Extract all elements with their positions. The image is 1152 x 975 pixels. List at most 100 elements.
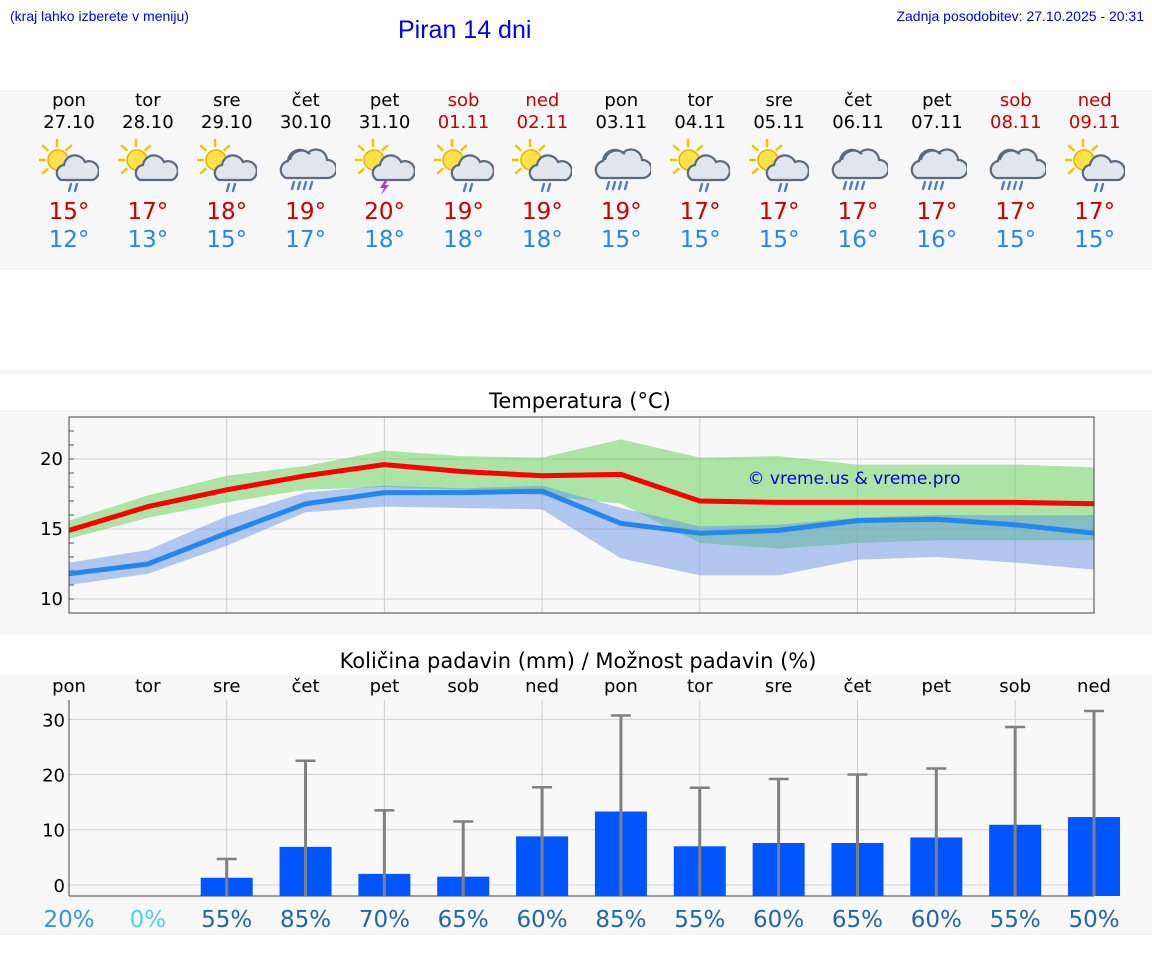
day-name: pet (369, 90, 400, 111)
rain-icon (842, 180, 866, 191)
rain-icon (67, 182, 79, 193)
sun-cloud-rain-icon (661, 138, 739, 198)
precip-day-label: pon (52, 676, 86, 697)
min-temp: 15° (758, 227, 800, 253)
precipitation-chart: Količina padavin (mm) / Možnost padavin … (0, 649, 1152, 933)
min-temp: 15° (995, 227, 1037, 253)
precip-probability-label: 0% (130, 907, 167, 933)
precip-probability-label: 60% (911, 907, 962, 933)
precip-day-label: pon (604, 676, 638, 697)
day-name: ned (525, 90, 560, 111)
precip-chart-title: Količina padavin (mm) / Možnost padavin … (340, 649, 817, 673)
day-date: 27.10 (43, 112, 95, 133)
cloud-icon (686, 154, 732, 182)
day-name: pet (922, 90, 952, 111)
temp-plot-frame (68, 416, 1095, 614)
precip-day-label: sob (999, 676, 1031, 697)
day-name: sob (999, 90, 1032, 111)
precip-probability-label: 55% (201, 907, 252, 933)
precip-probability-label: 55% (674, 907, 725, 933)
min-temp: 15° (679, 227, 721, 253)
day-date: 28.10 (122, 112, 174, 133)
precip-day-label: tor (135, 676, 161, 697)
page-title: Piran 14 dni (398, 16, 532, 44)
forecast-day: pon 03.11 19° 15° (582, 90, 660, 254)
min-temp: 18° (364, 227, 405, 253)
rain-icon (462, 182, 473, 193)
cloud-icon (371, 154, 416, 182)
forecast-day: ned 09.11 17° 15° (1056, 90, 1134, 254)
temp-ytick-label: 20 (40, 449, 63, 470)
day-name: sre (213, 90, 241, 111)
forecast-day: sob 01.11 19° 18° (425, 90, 503, 254)
precip-probability-label: 85% (595, 907, 646, 933)
min-temp: 16° (837, 227, 879, 253)
precip-probability-label: 70% (359, 907, 410, 933)
precip-probability-label: 60% (753, 907, 804, 933)
precip-probability-label: 50% (1068, 907, 1119, 933)
precip-ytick-label: 0 (54, 876, 65, 897)
forecast-day: sre 05.11 17° 15° (740, 90, 818, 254)
day-name: pon (52, 90, 86, 111)
precip-day-label: sre (765, 676, 792, 697)
day-date: 05.11 (753, 112, 805, 133)
rain-icon (606, 180, 629, 191)
forecast-day: ned 02.11 19° 18° (503, 90, 581, 254)
separator (0, 370, 1152, 374)
max-temp: 17° (837, 199, 879, 225)
day-date: 08.11 (990, 112, 1042, 133)
precip-day-label: sre (213, 676, 240, 697)
cloud-icon (529, 154, 574, 182)
day-name: čet (843, 90, 873, 111)
cloud-icon (134, 154, 179, 182)
daily-forecast-strip: pon 27.10 15° 12° tor 28.10 17° 13° sre 29.10 18° 1… (0, 90, 1152, 270)
precip-day-label: čet (292, 676, 320, 697)
max-temp: 15° (48, 199, 90, 225)
sun-cloud-thunder-icon (346, 138, 424, 198)
forecast-day: sre 29.10 18° 15° (188, 90, 266, 254)
forecast-day: čet 06.11 17° 16° (819, 90, 897, 254)
sun-cloud-rain-icon (1056, 138, 1134, 198)
max-temp: 19° (522, 199, 563, 225)
min-temp: 13° (127, 227, 169, 253)
precip-probability-label: 55% (990, 907, 1041, 933)
precip-ytick-label: 10 (42, 821, 65, 842)
precip-probability-label: 65% (832, 907, 883, 933)
precip-ytick-label: 20 (42, 766, 65, 787)
day-name: ned (1077, 90, 1112, 111)
forecast-day: tor 28.10 17° 13° (109, 90, 187, 254)
sun-cloud-rain-icon (503, 138, 581, 198)
cloud-rain-icon (898, 138, 976, 198)
rain-icon (921, 180, 945, 191)
min-temp: 15° (600, 227, 642, 253)
day-date: 04.11 (674, 112, 726, 133)
max-temp: 17° (995, 199, 1037, 225)
cloud-rain-icon (582, 138, 660, 198)
temp-ytick-label: 10 (40, 589, 63, 610)
menu-hint-link[interactable]: (kraj lahko izberete v meniju) (10, 8, 189, 24)
min-temp: 16° (916, 227, 958, 253)
temperature-chart: Temperatura (°C) 10 15 20 © vreme.us & vre… (40, 389, 1095, 614)
day-date: 29.10 (201, 112, 253, 133)
forecast-day: sob 08.11 17° 15° (977, 90, 1055, 254)
day-date: 30.10 (279, 112, 332, 133)
precip-day-label: ned (1077, 676, 1111, 697)
day-name: čet (291, 90, 320, 111)
cloud-icon (213, 154, 258, 182)
tmin-range-band (69, 485, 1094, 585)
temp-ytick-label: 15 (40, 519, 63, 540)
sun-cloud-icon (109, 138, 187, 198)
day-date: 02.11 (516, 112, 569, 133)
rain-icon (1000, 180, 1023, 191)
day-date: 03.11 (595, 112, 648, 133)
precip-probability-label: 60% (517, 907, 568, 933)
temperature-chart-title: Temperatura (°C) (488, 389, 671, 413)
rain-icon (698, 182, 710, 193)
precip-day-label: čet (843, 676, 871, 697)
min-temp: 12° (48, 227, 90, 253)
max-temp: 18° (206, 199, 248, 225)
rain-icon (225, 182, 236, 193)
precip-day-label: ned (525, 676, 559, 697)
precip-probability-label: 85% (280, 907, 331, 933)
max-temp: 19° (285, 199, 327, 225)
